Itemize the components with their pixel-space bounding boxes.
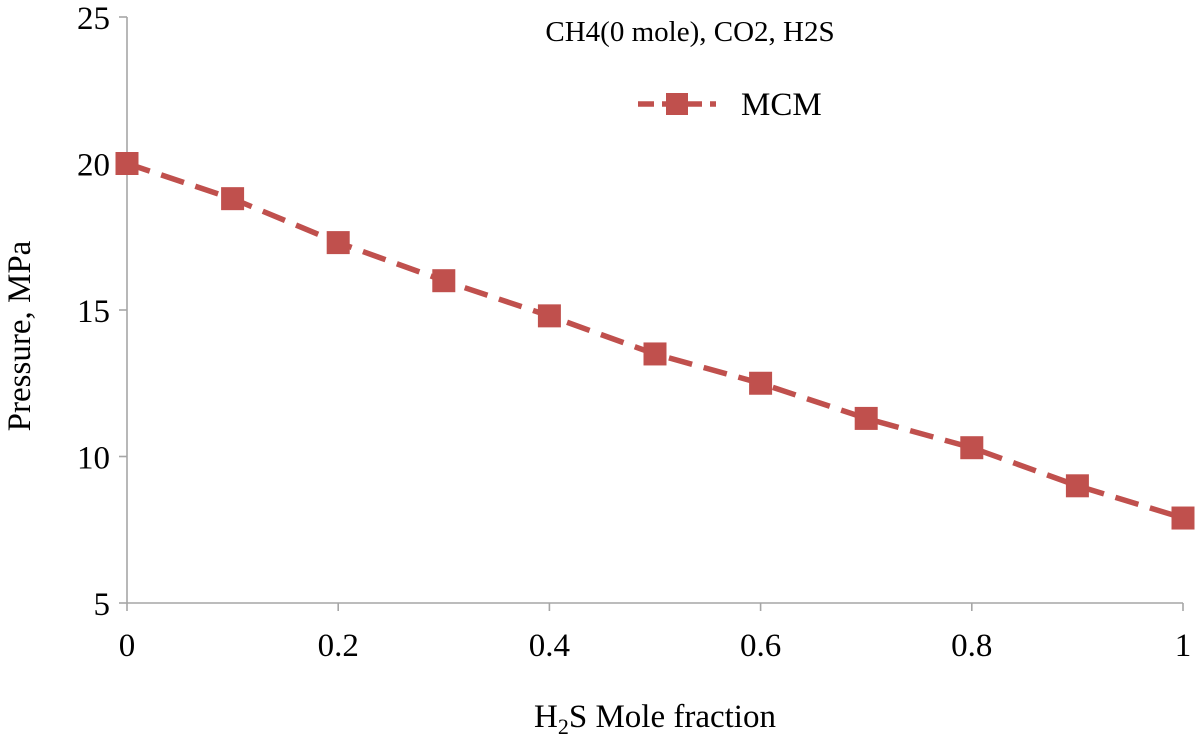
data-point-mcm: [432, 269, 456, 293]
legend-marker-mcm: [666, 93, 688, 115]
data-point-mcm: [115, 152, 139, 175]
x-tick-label: 0.6: [740, 628, 781, 664]
x-tick-label: 1: [1175, 628, 1192, 664]
data-point-mcm: [221, 187, 245, 211]
y-tick-label: 10: [77, 441, 110, 477]
x-tick-label: 0.8: [951, 628, 992, 664]
x-tick-label: 0.2: [318, 628, 359, 664]
legend: MCM: [638, 87, 822, 123]
y-tick-label: 5: [94, 587, 111, 623]
data-point-mcm: [749, 371, 773, 395]
x-axis-title-subscript: 2: [558, 714, 569, 739]
data-point-mcm: [960, 436, 984, 460]
x-axis-title-prefix: H: [534, 699, 558, 735]
x-axis-title-suffix: S Mole fraction: [569, 699, 776, 735]
series-layer: [115, 152, 1195, 530]
y-tick-label: 25: [77, 1, 110, 37]
data-point-mcm: [537, 304, 561, 328]
x-axis-title: H2S Mole fraction: [534, 699, 776, 739]
y-tick-label: 15: [77, 294, 110, 330]
data-point-mcm: [1171, 506, 1195, 530]
x-tick-label: 0: [119, 628, 136, 664]
data-point-mcm: [326, 231, 350, 255]
y-axis-title: Pressure, MPa: [2, 240, 38, 431]
legend-label-mcm: MCM: [741, 87, 822, 123]
y-tick-label: 20: [77, 148, 110, 184]
chart-title: CH4(0 mole), CO2, H2S: [545, 16, 834, 48]
data-point-mcm: [854, 406, 878, 430]
data-point-mcm: [643, 342, 667, 366]
x-tick-label: 0.4: [529, 628, 570, 664]
series-line-mcm: [126, 160, 1184, 521]
data-point-mcm: [1065, 474, 1089, 498]
axes: 5 10 15 20 25 0 0.2 0.4 0.6 0.8 1: [77, 1, 1191, 664]
